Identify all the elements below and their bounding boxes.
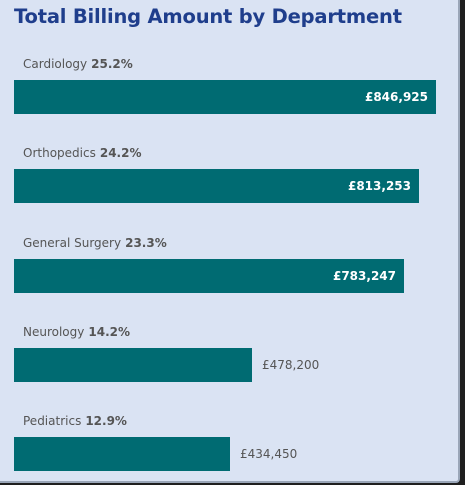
value-label-neurology: £478,200 <box>262 357 320 372</box>
bar-general-surgery[interactable] <box>14 258 404 293</box>
value-label-general-surgery: £783,247 <box>332 268 396 283</box>
category-label-pediatrics: Pediatrics 12.9% <box>23 414 127 428</box>
category-label-cardiology: Cardiology 25.2% <box>23 57 133 71</box>
category-label-general-surgery: General Surgery 23.3% <box>23 236 167 250</box>
category-name: Cardiology <box>23 57 88 71</box>
category-name: Pediatrics <box>23 414 82 429</box>
value-label-orthopedics: £813,253 <box>347 179 411 194</box>
bar-pediatrics[interactable] <box>14 437 230 472</box>
category-percent: 24.2% <box>99 146 142 161</box>
category-percent: 14.2% <box>88 324 131 339</box>
category-label-neurology: Neurology 14.2% <box>23 325 130 339</box>
category-label-orthopedics: Orthopedics 24.2% <box>23 146 141 160</box>
bar-cardiology[interactable] <box>14 80 436 114</box>
chart-title: Total Billing Amount by Department <box>14 5 402 28</box>
value-label-cardiology: £846,925 <box>364 90 428 104</box>
category-percent: 12.9% <box>85 414 127 429</box>
category-name: Orthopedics <box>23 146 96 161</box>
category-percent: 25.2% <box>91 57 133 71</box>
category-name: Neurology <box>23 324 85 339</box>
bar-orthopedics[interactable] <box>14 169 419 204</box>
value-label-pediatrics: £434,450 <box>240 447 298 462</box>
category-percent: 23.3% <box>125 235 167 250</box>
bar-neurology[interactable] <box>14 347 252 382</box>
category-name: General Surgery <box>23 235 122 250</box>
